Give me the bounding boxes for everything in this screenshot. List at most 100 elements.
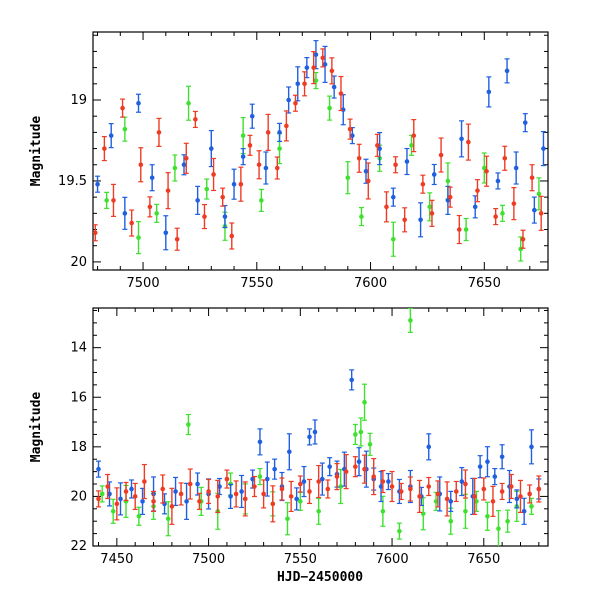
top-data-point <box>156 130 162 135</box>
top-data-point <box>274 165 280 171</box>
top-data-point <box>541 146 546 151</box>
bottom-data-point <box>298 481 303 487</box>
bottom-data-point <box>353 432 358 437</box>
top-data-point <box>249 113 255 119</box>
bottom-data-point <box>472 494 477 499</box>
bottom-data-point <box>307 434 312 440</box>
bottom-data-point <box>110 508 116 514</box>
bottom-y-tick-label: 20 <box>70 489 87 504</box>
bottom-x-tick-label: 7650 <box>467 552 500 567</box>
bottom-data-point <box>173 489 178 494</box>
top-data-point <box>181 162 187 168</box>
top-data-point <box>136 235 141 240</box>
top-data-point <box>320 55 326 61</box>
top-data-point <box>240 133 246 138</box>
top-data-point <box>111 198 116 203</box>
bottom-data-point <box>492 474 498 479</box>
bottom-data-point <box>270 501 276 507</box>
bottom-data-point <box>215 494 221 499</box>
bottom-data-point <box>186 422 191 427</box>
top-data-point <box>259 198 264 203</box>
top-data-point <box>375 143 380 148</box>
top-data-point <box>466 139 471 145</box>
bottom-x-tick-label: 7500 <box>192 552 225 567</box>
top-data-point <box>302 81 307 87</box>
bottom-x-tick-label: 7600 <box>376 552 409 567</box>
top-data-point <box>418 217 423 223</box>
bottom-data-point <box>453 489 459 494</box>
top-data-point <box>345 175 351 181</box>
top-data-point <box>172 165 178 171</box>
top-data-point <box>149 175 155 181</box>
top-data-point <box>202 214 207 219</box>
bottom-data-point <box>279 486 285 492</box>
bottom-data-point <box>338 484 343 489</box>
top-x-tick-label: 7650 <box>468 276 501 291</box>
top-data-point <box>365 178 371 184</box>
top-data-point <box>356 155 362 161</box>
top-data-point <box>347 126 353 132</box>
bottom-data-point <box>169 504 175 509</box>
bottom-ticks <box>93 308 548 547</box>
top-data-point <box>229 233 235 239</box>
bottom-data-point <box>426 484 432 489</box>
bottom-data-point <box>298 499 303 504</box>
top-data-point <box>256 162 262 168</box>
top-data-point <box>409 143 414 148</box>
top-data-point <box>122 126 128 132</box>
bottom-data-point <box>529 444 534 450</box>
top-ticks <box>93 32 548 270</box>
top-plot-frame <box>92 31 549 271</box>
top-data-point <box>322 62 328 67</box>
top-data-point <box>154 211 159 216</box>
top-data-point <box>247 143 253 148</box>
top-data-point <box>456 227 462 232</box>
bottom-y-axis-label: Magnitude <box>29 392 44 463</box>
top-data-point <box>536 191 542 197</box>
bottom-data-point <box>129 486 134 492</box>
top-data-point <box>129 220 134 226</box>
top-data-point <box>350 133 355 138</box>
top-data-point <box>102 146 107 151</box>
top-data-point <box>136 100 141 106</box>
bottom-data-point <box>485 513 490 519</box>
top-data-point <box>513 165 519 171</box>
bottom-data-point <box>448 518 454 524</box>
bottom-data-point <box>132 494 138 499</box>
bottom-data-point <box>105 484 110 489</box>
bottom-data-point <box>521 508 527 514</box>
bottom-y-tick-label: 18 <box>70 440 87 455</box>
top-data-point <box>445 178 451 184</box>
bottom-data-point <box>527 491 532 497</box>
top-data-point <box>429 211 435 216</box>
bottom-data-point <box>529 504 534 509</box>
bottom-data-point <box>287 449 292 455</box>
bottom-data-point <box>228 494 233 499</box>
top-y-tick-label: 20 <box>70 255 87 270</box>
top-data-point <box>482 165 487 171</box>
bottom-data-point <box>518 494 523 499</box>
bottom-data-point <box>187 481 193 487</box>
top-data-point <box>331 84 337 90</box>
top-data-point <box>359 214 364 219</box>
bottom-data-point <box>224 476 230 482</box>
bottom-data-point <box>343 469 349 474</box>
top-data-point <box>363 168 369 174</box>
bottom-data-point <box>195 481 200 487</box>
top-data-point <box>402 217 407 223</box>
top-data-point <box>529 175 535 181</box>
top-data-point <box>277 146 282 151</box>
top-data-point <box>122 211 128 216</box>
bottom-data-point <box>242 496 248 502</box>
bottom-data-point <box>477 464 483 469</box>
bottom-data-point <box>252 484 257 489</box>
top-data-point <box>445 198 451 203</box>
top-data-point <box>193 117 198 122</box>
bottom-data-point <box>264 476 270 482</box>
bottom-data-point <box>499 454 505 460</box>
top-data-point <box>284 123 289 129</box>
bottom-data-point <box>96 466 101 472</box>
top-data-point <box>295 81 301 87</box>
bottom-data-point <box>417 494 422 499</box>
